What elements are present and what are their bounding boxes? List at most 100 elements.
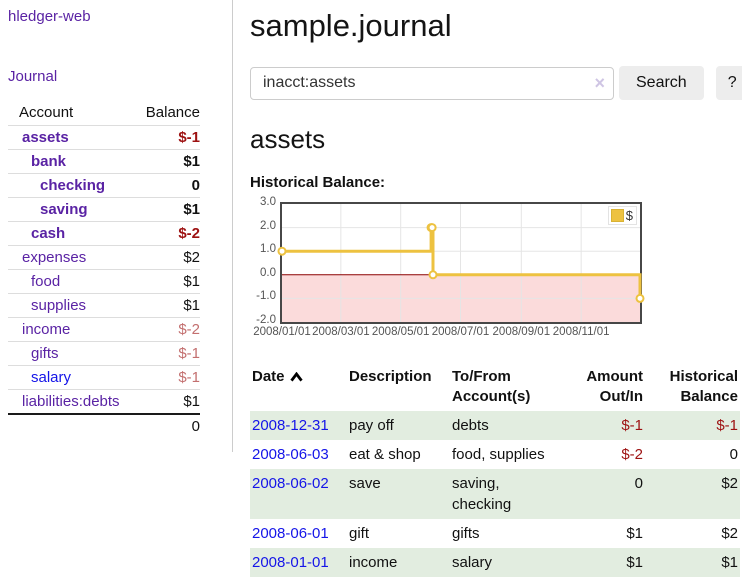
account-link[interactable]: liabilities:debts: [22, 393, 120, 410]
transaction-balance: $2: [721, 525, 738, 542]
data-point-marker: [427, 223, 437, 233]
sidebar-account-row: expenses $2: [8, 245, 200, 270]
account-link[interactable]: bank: [31, 153, 67, 170]
transaction-accounts: salary: [452, 554, 493, 571]
sidebar-account-row: salary $-1: [8, 365, 200, 390]
sidebar-accounts-body: assets $-1 bank $1 checking 0 saving $1 cash $-2 e…: [8, 125, 200, 415]
account-balance: $2: [183, 249, 200, 266]
register-row: 2008-06-01 gift gifts $1 $2: [250, 519, 740, 548]
help-button[interactable]: ?: [715, 66, 742, 100]
transaction-amount: $-2: [621, 446, 643, 463]
transaction-amount: 0: [634, 475, 643, 492]
balance-column-header-register: Historical Balance: [669, 368, 738, 405]
account-link[interactable]: checking: [40, 177, 106, 194]
sidebar-total-balance: 0: [191, 418, 200, 435]
sidebar-account-row: assets $-1: [8, 125, 200, 150]
transaction-description: gift: [349, 525, 370, 542]
transaction-accounts: gifts: [452, 525, 480, 542]
search-form: × Search ?: [250, 66, 742, 100]
register-table: Date Description To/From Account(s) Amou…: [250, 365, 740, 577]
sidebar-account-row: checking 0: [8, 173, 200, 198]
transaction-amount: $-1: [621, 417, 643, 434]
account-link[interactable]: supplies: [31, 297, 87, 314]
chart-legend: $: [607, 206, 637, 225]
sidebar-item-journal[interactable]: Journal: [8, 68, 58, 85]
y-axis-tick-label: 2.0: [260, 219, 276, 232]
data-point-marker: [428, 270, 438, 280]
account-link[interactable]: saving: [40, 201, 88, 218]
transaction-description: income: [349, 554, 398, 571]
sidebar-account-row: bank $1: [8, 149, 200, 174]
transaction-balance: $1: [721, 554, 738, 571]
date-column-header[interactable]: Date: [250, 365, 347, 411]
account-column-header: Account: [19, 104, 74, 121]
x-axis-tick-label: 2008/07/01: [431, 326, 490, 338]
sidebar: hledger-web Journal Account Balance asse…: [0, 0, 233, 452]
account-heading: assets: [250, 124, 326, 154]
transaction-date-link[interactable]: 2008-06-01: [252, 525, 329, 542]
account-link[interactable]: income: [22, 321, 71, 338]
account-balance: $1: [183, 297, 200, 314]
chart-plot-area: [277, 202, 645, 324]
chart-label: Historical Balance:: [250, 174, 386, 191]
account-balance: $-1: [178, 345, 200, 362]
account-balance: $1: [183, 201, 200, 218]
transaction-balance: $2: [721, 475, 738, 492]
x-axis-tick-label: 2008/01/01: [253, 326, 311, 338]
account-link[interactable]: cash: [31, 225, 66, 242]
transaction-description: pay off: [349, 417, 394, 434]
transaction-date-link[interactable]: 2008-06-02: [252, 475, 329, 492]
x-axis-tick-label: 2008/09/01: [492, 326, 551, 338]
account-link[interactable]: gifts: [31, 345, 59, 362]
sidebar-account-row: supplies $1: [8, 293, 200, 318]
transaction-amount: $1: [626, 554, 643, 571]
main-content: sample.journal × Search ? assets Histori…: [250, 0, 742, 577]
sidebar-account-row: saving $1: [8, 197, 200, 222]
account-balance: $1: [183, 153, 200, 170]
sidebar-accounts-table: Account Balance assets $-1 bank $1 checking 0…: [8, 101, 200, 438]
y-axis-tick-label: 3.0: [260, 196, 276, 208]
historical-balance-chart: 3.0 2.0 1.0 0.0 -1.0 -2.0 2008/01/01 2008/03/01…: [250, 196, 645, 342]
y-axis-tick-label: -2.0: [256, 314, 276, 326]
register-row: 2008-01-01 income salary $1 $1: [250, 548, 740, 577]
y-axis-tick-label: 1.0: [260, 243, 276, 256]
account-link[interactable]: salary: [31, 369, 72, 386]
account-balance: $1: [183, 273, 200, 290]
register-row: 2008-06-02 save saving, checking 0 $2: [250, 469, 740, 519]
sidebar-account-row: gifts $-1: [8, 341, 200, 366]
account-balance: $-1: [178, 369, 200, 386]
search-button[interactable]: Search: [619, 66, 704, 100]
transaction-date-link[interactable]: 2008-01-01: [252, 554, 329, 571]
account-link[interactable]: expenses: [22, 249, 87, 266]
transaction-accounts: debts: [452, 417, 489, 434]
sidebar-account-row: liabilities:debts $1: [8, 389, 200, 415]
x-axis-tick-label: 2008/03/01: [312, 326, 370, 338]
account-balance: $-2: [178, 225, 200, 242]
transaction-accounts: saving, checking: [452, 475, 512, 513]
clear-search-icon[interactable]: ×: [594, 72, 605, 93]
balance-column-header: Balance: [145, 104, 200, 121]
account-balance: 0: [191, 177, 200, 194]
register-row: 2008-06-03 eat & shop food, supplies $-2 0: [250, 440, 740, 469]
register-row: 2008-12-31 pay off debts $-1 $-1: [250, 411, 740, 440]
sidebar-account-row: food $1: [8, 269, 200, 294]
transaction-date-link[interactable]: 2008-06-03: [252, 446, 329, 463]
transaction-amount: $1: [626, 525, 643, 542]
x-axis-tick-label: 2008/05/01: [371, 326, 430, 338]
account-link[interactable]: food: [31, 273, 61, 290]
transaction-date-link[interactable]: 2008-12-31: [252, 417, 329, 434]
transaction-balance: $-1: [716, 417, 738, 434]
sidebar-total-row: 0: [8, 414, 200, 438]
sidebar-account-row: cash $-2: [8, 221, 200, 246]
brand-link[interactable]: hledger-web: [8, 8, 91, 25]
description-column-header: Description: [349, 368, 432, 385]
search-input[interactable]: [250, 66, 614, 100]
account-link[interactable]: assets: [22, 129, 69, 146]
accounts-column-header: To/From Account(s): [452, 368, 531, 405]
legend-swatch-icon: [610, 209, 624, 222]
y-axis-tick-label: 0.0: [260, 266, 276, 279]
transaction-description: save: [349, 475, 381, 492]
legend-label: $: [625, 208, 633, 223]
transaction-description: eat & shop: [349, 446, 421, 463]
amount-column-header: Amount Out/In: [586, 368, 643, 405]
